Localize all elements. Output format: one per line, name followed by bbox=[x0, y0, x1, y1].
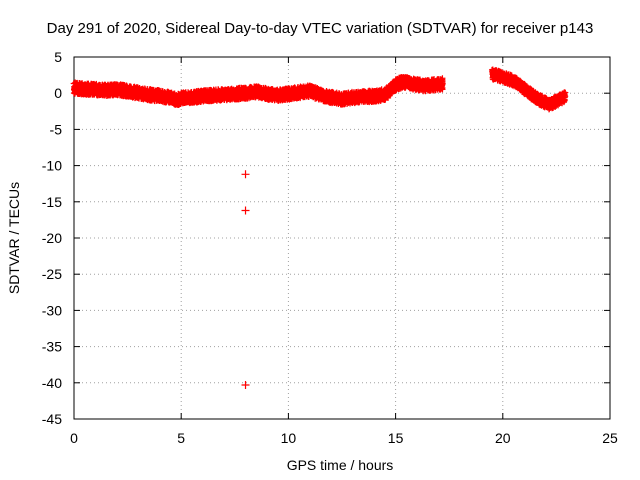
y-tick-label: 5 bbox=[54, 49, 62, 65]
y-tick-label: -45 bbox=[42, 411, 62, 427]
x-tick-label: 25 bbox=[602, 430, 618, 446]
x-tick-label: 10 bbox=[281, 430, 297, 446]
grid-lines bbox=[74, 57, 610, 419]
axis-ticks: 0 5 10 15 20 25 5 0 -5 -10 -15 -20 -25 -30 -35 -40 -45 bbox=[42, 49, 618, 446]
data-points bbox=[70, 66, 569, 389]
y-tick-label: 0 bbox=[54, 85, 62, 101]
y-tick-label: -25 bbox=[42, 266, 62, 282]
chart-title: Day 291 of 2020, Sidereal Day-to-day VTE… bbox=[47, 20, 594, 37]
y-tick-label: -5 bbox=[50, 121, 63, 137]
x-tick-label: 0 bbox=[70, 430, 78, 446]
y-tick-label: -20 bbox=[42, 230, 62, 246]
y-tick-label: -40 bbox=[42, 375, 62, 391]
x-tick-label: 5 bbox=[177, 430, 185, 446]
y-tick-label: -30 bbox=[42, 302, 62, 318]
y-tick-label: -10 bbox=[42, 158, 62, 174]
y-tick-label: -15 bbox=[42, 194, 62, 210]
y-tick-label: -35 bbox=[42, 339, 62, 355]
x-tick-label: 15 bbox=[388, 430, 404, 446]
x-tick-label: 20 bbox=[495, 430, 511, 446]
